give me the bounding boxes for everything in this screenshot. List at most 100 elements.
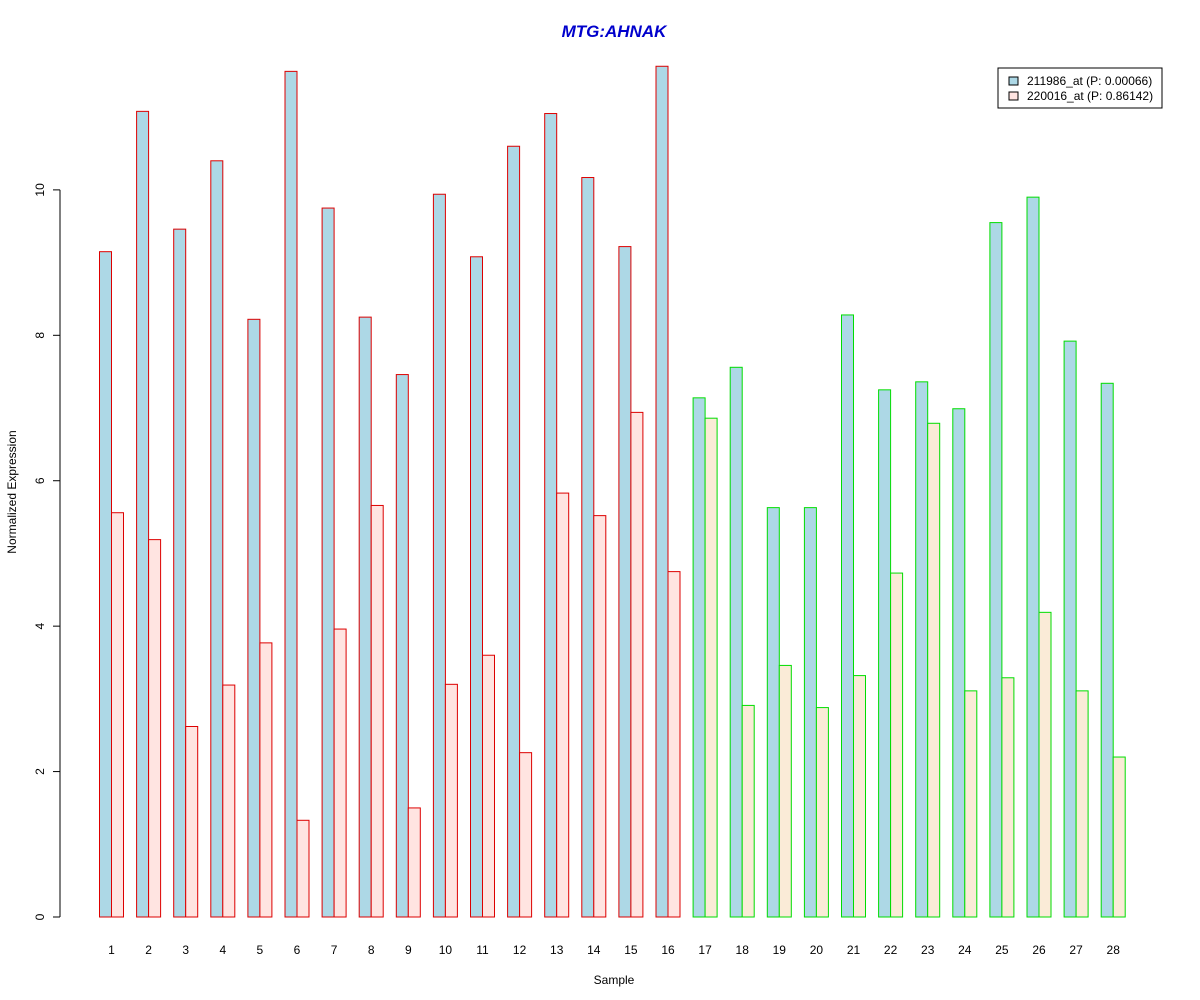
bar-series-1-sample-22 (878, 389, 892, 918)
x-tick-label: 4 (219, 943, 226, 957)
bar-series-2-sample-28 (1112, 756, 1126, 918)
bar-series-2-sample-3 (185, 725, 199, 918)
bar-series-2-sample-4 (222, 684, 236, 918)
bar-series-1-sample-10 (432, 193, 446, 918)
legend: 211986_at (P: 0.00066) 220016_at (P: 0.8… (997, 67, 1163, 109)
bar-series-2-sample-9 (407, 807, 421, 918)
x-tick-label: 26 (1032, 943, 1046, 957)
bar-series-1-sample-19 (766, 507, 780, 918)
x-tick-label: 19 (773, 943, 787, 957)
x-tick-label: 23 (921, 943, 935, 957)
bar-series-2-sample-17 (704, 417, 718, 918)
x-tick-label: 14 (587, 943, 601, 957)
x-tick-label: 2 (145, 943, 152, 957)
x-tick-label: 24 (958, 943, 972, 957)
bar-series-2-sample-16 (667, 571, 681, 918)
bar-series-1-sample-27 (1063, 340, 1077, 918)
x-tick-label: 20 (810, 943, 824, 957)
x-tick-label: 11 (476, 943, 489, 957)
chart-title: MTG:AHNAK (562, 22, 669, 41)
legend-swatch-series-1 (1008, 76, 1019, 86)
x-tick-label: 5 (257, 943, 264, 957)
bar-series-2-sample-12 (519, 752, 533, 918)
x-tick-label: 8 (368, 943, 375, 957)
x-tick-label: 21 (847, 943, 861, 957)
bar-series-1-sample-2 (136, 110, 150, 918)
bar-series-2-sample-1 (111, 512, 124, 918)
x-tick-label: 1 (108, 943, 115, 957)
bar-series-2-sample-10 (444, 683, 458, 918)
bar-series-2-sample-11 (482, 654, 495, 918)
bar-series-1-sample-5 (247, 318, 261, 918)
legend-label-series-1: 211986_at (P: 0.00066) (1027, 74, 1152, 88)
y-tick-label: 2 (33, 768, 47, 775)
x-tick-label: 16 (661, 943, 675, 957)
x-tick-label: 10 (439, 943, 453, 957)
bar-series-2-sample-19 (778, 664, 792, 918)
bar-series-2-sample-15 (630, 411, 644, 918)
x-tick-label: 22 (884, 943, 898, 957)
bar-series-2-sample-7 (333, 628, 347, 918)
bar-series-1-sample-14 (581, 177, 595, 918)
x-tick-label: 25 (995, 943, 1009, 957)
bar-series-1-sample-7 (321, 207, 335, 918)
x-tick-labels: 1 2 3 4 5 6 7 8 9 10 11 12 13 14 15 16 17 18 19 20 21 22 23 24 2… (108, 943, 1120, 957)
bar-series-1-sample-20 (803, 507, 817, 918)
bar-series-2-sample-22 (890, 572, 904, 918)
bar-series-2-sample-21 (853, 675, 866, 918)
bar-series-1-sample-24 (952, 408, 966, 918)
bar-series-2-sample-26 (1038, 611, 1052, 918)
x-tick-label: 17 (698, 943, 712, 957)
bar-series-1-sample-21 (841, 314, 854, 918)
y-tick-label: 0 (33, 913, 47, 920)
legend-swatch-series-2 (1008, 91, 1019, 101)
x-tick-label: 27 (1069, 943, 1083, 957)
bar-series-2-sample-25 (1001, 677, 1015, 918)
bar-series-2-sample-14 (593, 515, 607, 918)
bar-series-2-sample-24 (964, 690, 978, 918)
x-axis-label: Sample (594, 973, 635, 987)
bar-series-1-sample-17 (692, 397, 706, 918)
x-tick-label: 7 (331, 943, 338, 957)
bar-series-1-sample-28 (1100, 382, 1114, 918)
x-tick-label: 6 (294, 943, 301, 957)
bar-series-2-sample-13 (556, 492, 570, 918)
bar-series-1-sample-3 (173, 228, 187, 918)
y-tick-label: 10 (33, 183, 47, 197)
y-tick-label: 6 (33, 477, 47, 484)
x-tick-label: 28 (1107, 943, 1121, 957)
y-axis: 0 2 4 6 8 10 (33, 183, 61, 920)
bar-series-1-sample-9 (395, 374, 409, 918)
bar-series-1-sample-16 (655, 65, 669, 918)
x-tick-label: 13 (550, 943, 564, 957)
x-tick-label: 12 (513, 943, 527, 957)
bar-series-1-sample-6 (284, 70, 298, 918)
x-tick-label: 9 (405, 943, 412, 957)
bar-series-1-sample-1 (99, 251, 112, 918)
y-tick-label: 8 (33, 332, 47, 339)
legend-label-series-2: 220016_at (P: 0.86142) (1027, 89, 1153, 103)
bars-layer (99, 65, 1126, 918)
bar-series-1-sample-4 (210, 160, 224, 918)
bar-series-2-sample-6 (296, 819, 310, 918)
bar-series-1-sample-25 (989, 222, 1003, 918)
x-tick-label: 15 (624, 943, 638, 957)
bar-series-1-sample-11 (470, 256, 483, 918)
bar-series-1-sample-8 (358, 316, 372, 918)
bar-series-2-sample-20 (815, 707, 829, 918)
bar-series-2-sample-27 (1075, 690, 1089, 918)
bar-series-2-sample-2 (148, 539, 162, 918)
bar-series-1-sample-12 (507, 145, 521, 918)
bar-series-1-sample-18 (729, 366, 743, 918)
bar-series-1-sample-23 (915, 381, 929, 918)
bar-series-2-sample-23 (927, 422, 941, 918)
bar-series-2-sample-8 (370, 504, 384, 918)
y-axis-label: Normalized Expression (5, 430, 19, 553)
bar-series-1-sample-13 (544, 113, 558, 918)
legend-box (997, 67, 1163, 109)
x-tick-label: 3 (182, 943, 189, 957)
bar-series-2-sample-5 (259, 642, 273, 918)
bar-series-1-sample-15 (618, 246, 632, 918)
bar-series-2-sample-18 (741, 704, 755, 918)
